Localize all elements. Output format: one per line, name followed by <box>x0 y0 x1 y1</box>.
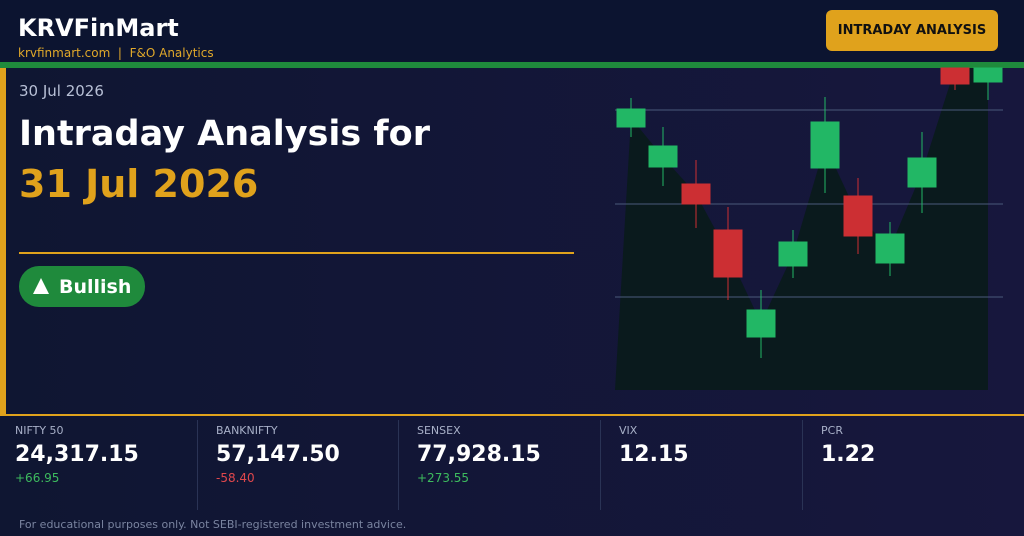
brand-sub: krvfinmart.com | F&O Analytics <box>18 46 214 60</box>
ticker: NIFTY 50 24,317.15 +66.95 <box>0 416 200 512</box>
area <box>615 68 988 390</box>
url: krvfinmart.com <box>18 46 111 60</box>
ticker-name: SENSEX <box>417 424 461 437</box>
ticker-name: VIX <box>619 424 638 437</box>
ticker: PCR 1.22 <box>806 416 1006 512</box>
green-rule <box>0 62 1024 68</box>
ticker-separator <box>197 420 198 510</box>
ticker-value: 1.22 <box>821 442 876 467</box>
ticker-name: PCR <box>821 424 843 437</box>
ticker: BANKNIFTY 57,147.50 -58.40 <box>201 416 401 512</box>
tagline: F&O Analytics <box>129 46 214 60</box>
ticker-value: 57,147.50 <box>216 442 340 467</box>
ticker-separator <box>398 420 399 510</box>
sentiment-pill: Bullish <box>19 266 145 307</box>
ticker: SENSEX 77,928.15 +273.55 <box>402 416 602 512</box>
ticker: VIX 12.15 <box>604 416 804 512</box>
guides <box>615 109 1003 298</box>
headline-date: 31 Jul 2026 <box>19 162 259 206</box>
headline: Intraday Analysis for <box>19 114 430 154</box>
candles <box>616 67 1003 358</box>
ticker-change: +273.55 <box>417 471 470 485</box>
divider <box>19 252 574 254</box>
brand: KRVFinMart <box>18 14 179 42</box>
ticker-change: -58.40 <box>216 471 255 485</box>
date: 30 Jul 2026 <box>19 82 104 100</box>
ticker-value: 12.15 <box>619 442 689 467</box>
ticker-rule <box>0 414 1024 416</box>
ticker-separator <box>600 420 601 510</box>
left-accent <box>0 68 6 415</box>
badge: INTRADAY ANALYSIS <box>826 10 998 51</box>
ticker-name: BANKNIFTY <box>216 424 278 437</box>
ticker-separator <box>802 420 803 510</box>
decor-chart <box>615 67 1003 390</box>
disclaimer: For educational purposes only. Not SEBI-… <box>19 518 407 531</box>
ticker-value: 77,928.15 <box>417 442 541 467</box>
ticker-change: +66.95 <box>15 471 60 485</box>
ticker-value: 24,317.15 <box>15 442 139 467</box>
up-arrow <box>33 278 49 294</box>
sentiment: Bullish <box>59 275 132 298</box>
ticker-name: NIFTY 50 <box>15 424 64 437</box>
